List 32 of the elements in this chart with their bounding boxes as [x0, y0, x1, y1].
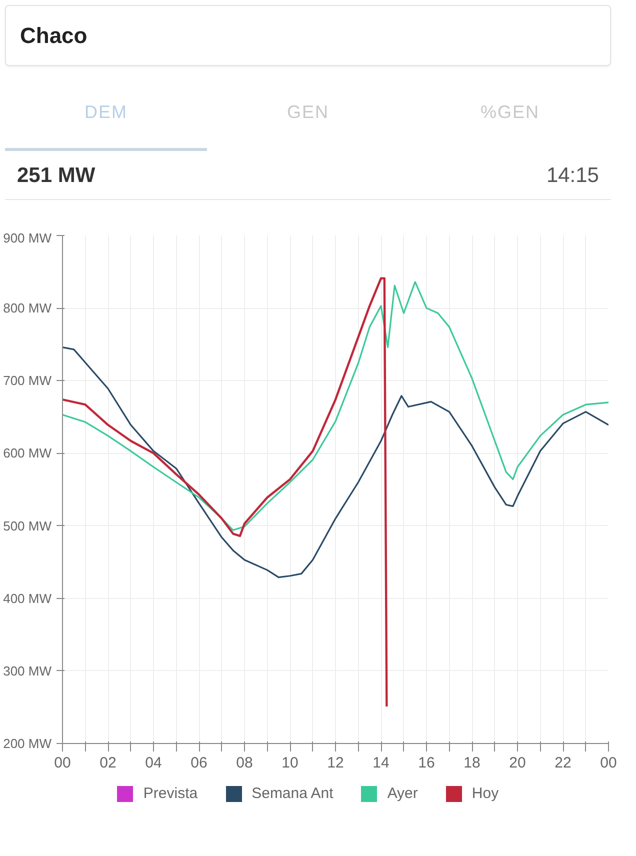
legend-label: Prevista: [143, 784, 198, 804]
line-series: [62, 281, 608, 531]
x-tick-label: 02: [100, 754, 116, 772]
text: DEM: [5, 90, 207, 152]
text: 14:15: [546, 163, 599, 190]
x-tick-label: 04: [145, 754, 162, 772]
x-tick-label: 14: [372, 754, 390, 772]
legend-label: Ayer: [387, 784, 418, 804]
x-tick-label: 00: [54, 754, 71, 772]
y-tick-label: 500 MW: [3, 518, 52, 534]
x-tick-label: 00: [600, 754, 617, 772]
text: 251 MW: [17, 163, 96, 190]
legend-label: Semana Ant: [252, 784, 334, 804]
legend-label: Hoy: [472, 784, 499, 804]
y-tick-label: 300 MW: [3, 663, 52, 678]
line-series: [62, 346, 608, 578]
chart-title: Chaco: [20, 22, 88, 50]
y-tick-label: 700 MW: [3, 373, 52, 388]
x-tick-label: 12: [327, 754, 344, 772]
x-tick-label: 22: [554, 754, 572, 772]
x-tick-label: 06: [190, 754, 208, 772]
x-tick-label: 10: [282, 754, 298, 772]
y-tick-label: 200 MW: [3, 736, 52, 751]
y-tick-label: 900 MW: [3, 230, 52, 246]
y-tick-label: 600 MW: [3, 446, 52, 461]
x-tick-label: 16: [418, 754, 435, 772]
x-tick-label: 20: [509, 754, 526, 772]
x-tick-label: 08: [236, 754, 253, 772]
line-series: [62, 277, 388, 708]
y-tick-label: 800 MW: [3, 300, 52, 316]
x-tick-label: 18: [464, 754, 480, 772]
y-tick-label: 400 MW: [3, 590, 52, 606]
